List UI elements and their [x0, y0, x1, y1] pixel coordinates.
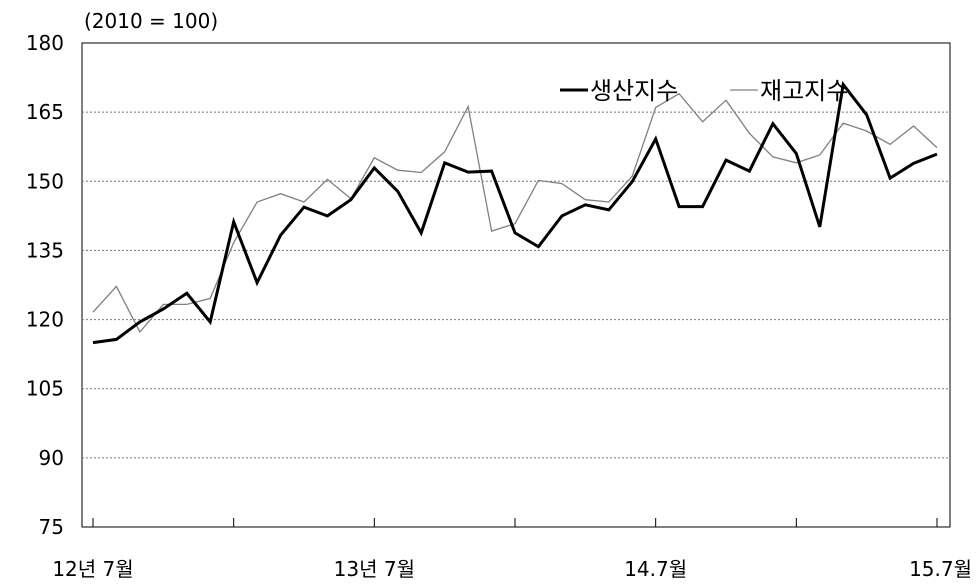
x-tick-label: 13년 7월 — [334, 557, 415, 581]
y-tick-label: 90 — [39, 446, 64, 470]
y-tick-label: 150 — [26, 169, 64, 193]
x-tick-label: 12년 7월 — [52, 557, 133, 581]
y-tick-label: 75 — [39, 515, 64, 539]
series — [92, 80, 938, 345]
x-tick-label: 14.7월 — [624, 557, 687, 581]
y-tick-label: 165 — [26, 100, 64, 124]
y-tick-label: 120 — [26, 308, 64, 332]
series-line-inventory — [92, 92, 938, 334]
legend-label-production: 생산지수 — [590, 77, 678, 105]
plot-frame — [81, 42, 951, 528]
legend: 생산지수 재고지수 — [560, 77, 848, 105]
x-tick-label: 15.7월 — [909, 557, 972, 581]
legend-label-inventory: 재고지수 — [760, 77, 848, 105]
y-tick-label: 105 — [26, 377, 64, 401]
y-tick-label: 180 — [26, 31, 64, 55]
unit-label: (2010 = 100) — [84, 9, 218, 33]
series-line-production — [92, 80, 938, 345]
axes: 180 165 150 135 120 105 90 75 12년 7월 13년 7월 14.7월 1… — [26, 31, 972, 581]
y-tick-label: 135 — [26, 238, 64, 262]
grid — [82, 111, 950, 459]
